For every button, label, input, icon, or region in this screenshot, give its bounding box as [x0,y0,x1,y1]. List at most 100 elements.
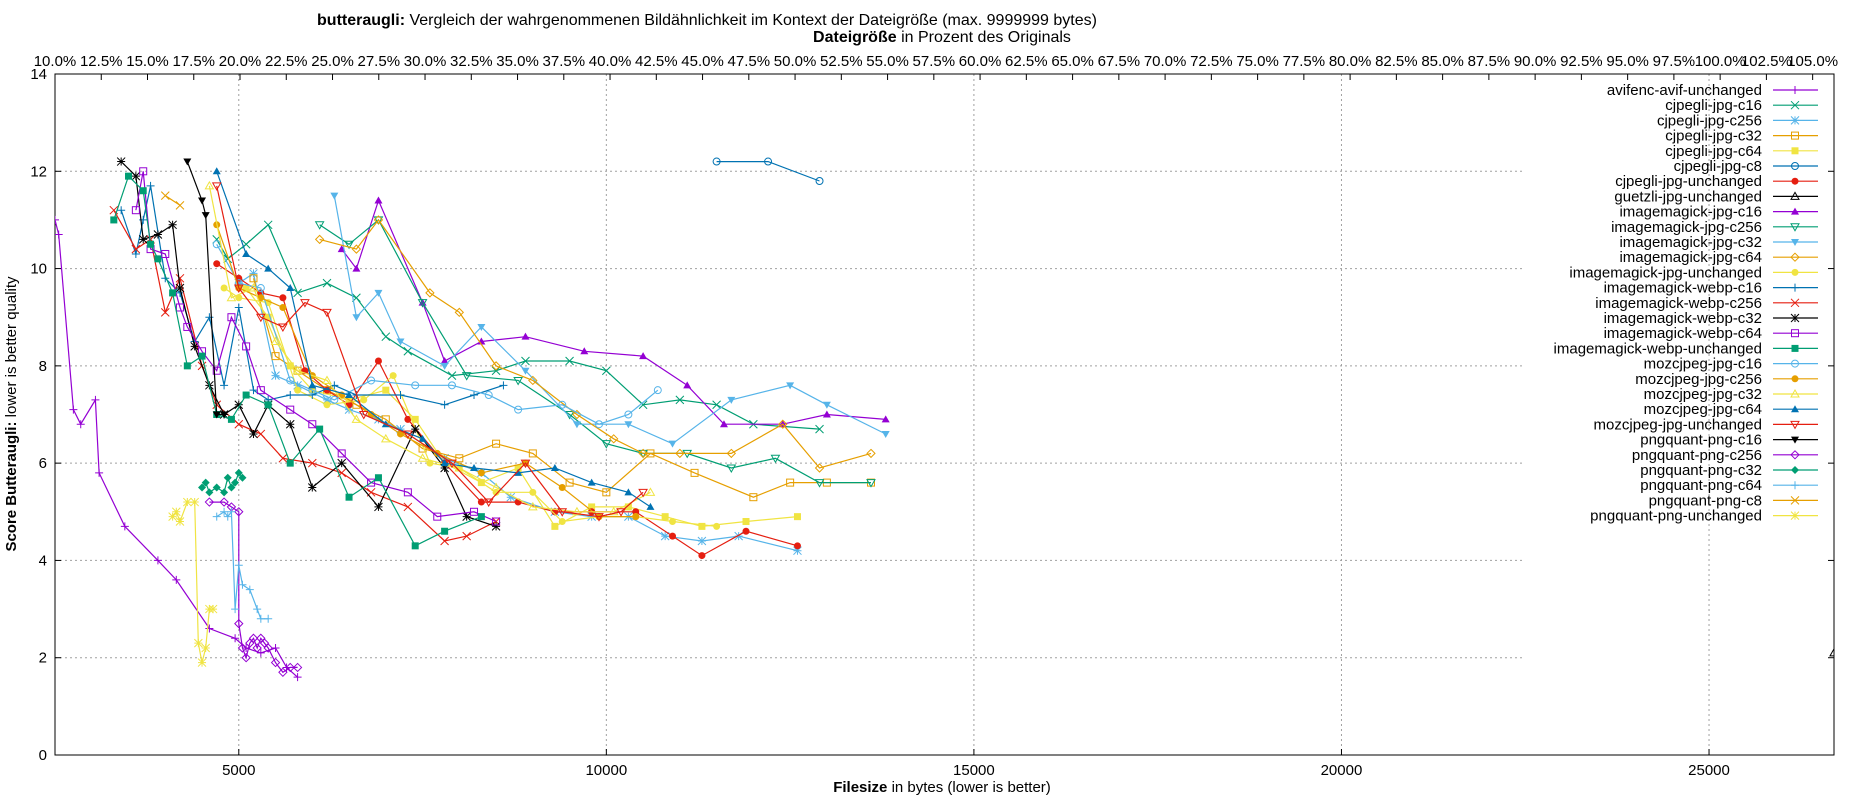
data-point [440,362,449,370]
data-point [558,400,567,409]
data-point [205,313,214,322]
data-point [447,459,457,469]
data-point [242,249,251,257]
x2-tick-label: 52.5% [820,53,863,70]
series-cjpegli-jpg-c32 [249,274,875,502]
data-point [227,483,236,492]
legend-label: imagemagick-jpg-unchanged [1569,264,1762,281]
series-cjpegli-jpg-c8 [712,157,824,186]
series-imagemagick-webp-unchanged [110,172,485,550]
data-point [294,386,302,394]
x2-tick-label: 105.0% [1787,53,1838,70]
data-point [410,424,420,434]
data-point [529,488,537,496]
data-point [426,459,434,467]
data-point [234,419,244,429]
data-point [587,478,596,486]
data-point [396,424,405,434]
data-point [374,289,383,297]
data-point [110,216,118,224]
legend-marker [1791,481,1799,490]
data-point [580,347,589,355]
data-point [193,638,203,648]
y-tick-label: 12 [30,163,47,180]
data-point [231,605,240,614]
data-point [286,405,295,414]
legend-marker [1791,147,1799,155]
data-point [345,493,353,501]
data-point [253,605,262,614]
data-point [632,513,640,521]
x2-tick-label: 92.5% [1560,53,1603,70]
data-point [307,458,317,468]
x2-tick-label: 37.5% [543,53,586,70]
series-line [135,171,497,523]
legend-entry: pngquant-png-c8 [1649,492,1818,509]
data-point [513,376,523,386]
data-point [208,604,218,614]
legend-entry: imagemagick-webp-c16 [1604,280,1818,297]
series-cjpegli-jpg-c16 [212,220,824,434]
data-point [454,307,465,318]
legend-entry: cjpegli-jpg-c256 [1657,112,1818,129]
data-point [146,181,155,190]
legend-label: mozcjpeg-jpg-c16 [1644,356,1762,373]
y-tick-label: 10 [30,261,47,278]
legend-entry: imagemagick-webp-c256 [1595,295,1818,312]
data-point [624,488,633,496]
data-point [271,352,280,361]
data-point [153,556,162,565]
data-point [211,182,222,191]
data-point [602,488,611,497]
data-point [653,386,662,395]
x2-tick-label: 82.5% [1375,53,1418,70]
data-point [220,381,229,390]
legend-marker [1791,239,1799,246]
data-point [220,507,229,516]
x2-tick-label: 15.0% [126,53,169,70]
data-point [212,240,221,249]
y-tick-label: 0 [39,747,47,764]
data-point [249,386,258,395]
data-point [242,284,250,292]
data-point [645,487,656,496]
legend-entry: pngquant-png-c64 [1640,477,1818,494]
legend-label: mozcjpeg-jpg-c64 [1644,401,1762,418]
legend-marker [1791,207,1799,215]
data-point [815,177,824,186]
x-tick-label: 20000 [1321,762,1363,779]
data-point [418,434,427,442]
data-point [433,512,442,521]
data-point [344,240,354,250]
data-point [403,346,413,356]
data-point [278,453,288,463]
data-point [153,230,163,239]
series-cjpegli-jpg-unchanged [213,260,801,560]
data-point [742,527,750,535]
legend-label: cjpegli-jpg-c32 [1665,128,1762,145]
data-point [182,497,192,507]
legend-label: imagemagick-jpg-c16 [1619,204,1762,221]
series-line [208,185,651,513]
data-point [588,503,596,511]
data-point [183,362,191,370]
data-point [345,391,354,399]
x2-tick-label: 55.0% [866,53,909,70]
data-point [374,357,382,365]
data-point [220,488,229,497]
data-point [373,215,384,225]
data-point [242,342,251,351]
x2-tick-label: 27.5% [358,53,401,70]
data-point [205,488,214,497]
data-point [411,415,419,423]
y-tick-label: 2 [39,650,47,667]
data-point [307,483,317,492]
data-point [396,391,405,400]
data-point [660,531,670,541]
legend-marker [1791,162,1799,170]
legend-label: cjpegli-jpg-c64 [1665,143,1762,160]
data-point [330,381,339,390]
data-point [233,284,244,294]
data-point [55,215,59,224]
data-point [161,249,170,258]
